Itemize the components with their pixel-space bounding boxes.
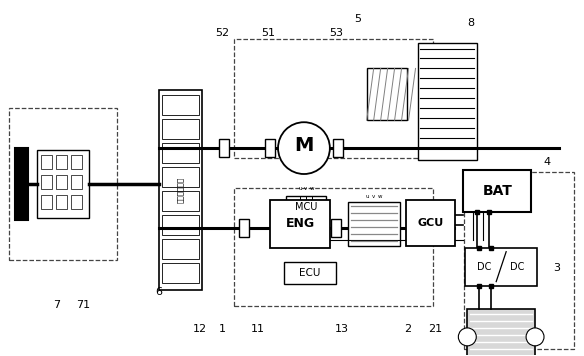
- Text: w: w: [310, 186, 314, 191]
- Text: u: u: [366, 194, 370, 199]
- Bar: [331, 219, 341, 237]
- Bar: [56, 195, 67, 209]
- Bar: [239, 219, 249, 237]
- Bar: [162, 95, 199, 115]
- Bar: [56, 155, 67, 169]
- Circle shape: [278, 122, 330, 174]
- Text: 8: 8: [468, 17, 475, 28]
- Bar: [162, 215, 199, 235]
- Text: 52: 52: [215, 27, 230, 38]
- Text: ECU: ECU: [299, 268, 321, 278]
- Text: 11: 11: [251, 324, 265, 334]
- Bar: [162, 239, 199, 259]
- Bar: [219, 139, 230, 157]
- Text: MCU: MCU: [295, 202, 317, 212]
- Bar: [270, 200, 330, 248]
- Circle shape: [458, 328, 477, 346]
- Bar: [464, 172, 574, 349]
- Text: u: u: [298, 186, 302, 191]
- Text: 4: 4: [544, 157, 551, 167]
- Circle shape: [526, 328, 544, 346]
- Text: w: w: [377, 194, 382, 199]
- Bar: [162, 191, 199, 211]
- Bar: [162, 263, 199, 283]
- Text: M: M: [294, 136, 314, 155]
- Bar: [348, 202, 399, 246]
- Text: 53: 53: [329, 27, 343, 38]
- Text: DC: DC: [510, 262, 525, 272]
- Bar: [234, 188, 433, 305]
- Text: 3: 3: [554, 263, 561, 273]
- Text: 1: 1: [219, 324, 226, 334]
- Text: 7: 7: [53, 299, 61, 309]
- Bar: [405, 200, 456, 246]
- Text: 2: 2: [404, 324, 411, 334]
- Bar: [234, 38, 433, 158]
- Bar: [158, 90, 202, 289]
- Bar: [467, 309, 535, 356]
- Bar: [71, 175, 82, 189]
- Bar: [9, 108, 117, 260]
- Text: GCU: GCU: [418, 218, 444, 228]
- Bar: [367, 68, 406, 120]
- Text: 6: 6: [155, 287, 162, 297]
- Bar: [41, 155, 52, 169]
- Bar: [37, 150, 89, 218]
- Bar: [56, 175, 67, 189]
- Text: ENG: ENG: [286, 217, 315, 230]
- Text: 动力耦合装置: 动力耦合装置: [177, 177, 184, 203]
- Bar: [71, 195, 82, 209]
- Bar: [162, 119, 199, 139]
- Bar: [465, 248, 537, 286]
- Text: DC: DC: [478, 262, 492, 272]
- Bar: [284, 262, 336, 284]
- Text: 51: 51: [261, 27, 275, 38]
- Bar: [333, 139, 343, 157]
- Text: v: v: [304, 186, 308, 191]
- Bar: [418, 42, 477, 160]
- Text: 13: 13: [335, 324, 349, 334]
- Text: 12: 12: [193, 324, 207, 334]
- Bar: [15, 148, 28, 220]
- Text: 71: 71: [76, 299, 90, 309]
- Text: 21: 21: [429, 324, 443, 334]
- Bar: [41, 195, 52, 209]
- Bar: [162, 143, 199, 163]
- Bar: [162, 167, 199, 187]
- Text: v: v: [372, 194, 376, 199]
- Text: 5: 5: [354, 14, 361, 23]
- Text: BAT: BAT: [482, 184, 512, 198]
- Bar: [71, 155, 82, 169]
- Bar: [265, 139, 275, 157]
- Bar: [41, 175, 52, 189]
- Bar: [286, 196, 326, 218]
- Bar: [463, 170, 531, 212]
